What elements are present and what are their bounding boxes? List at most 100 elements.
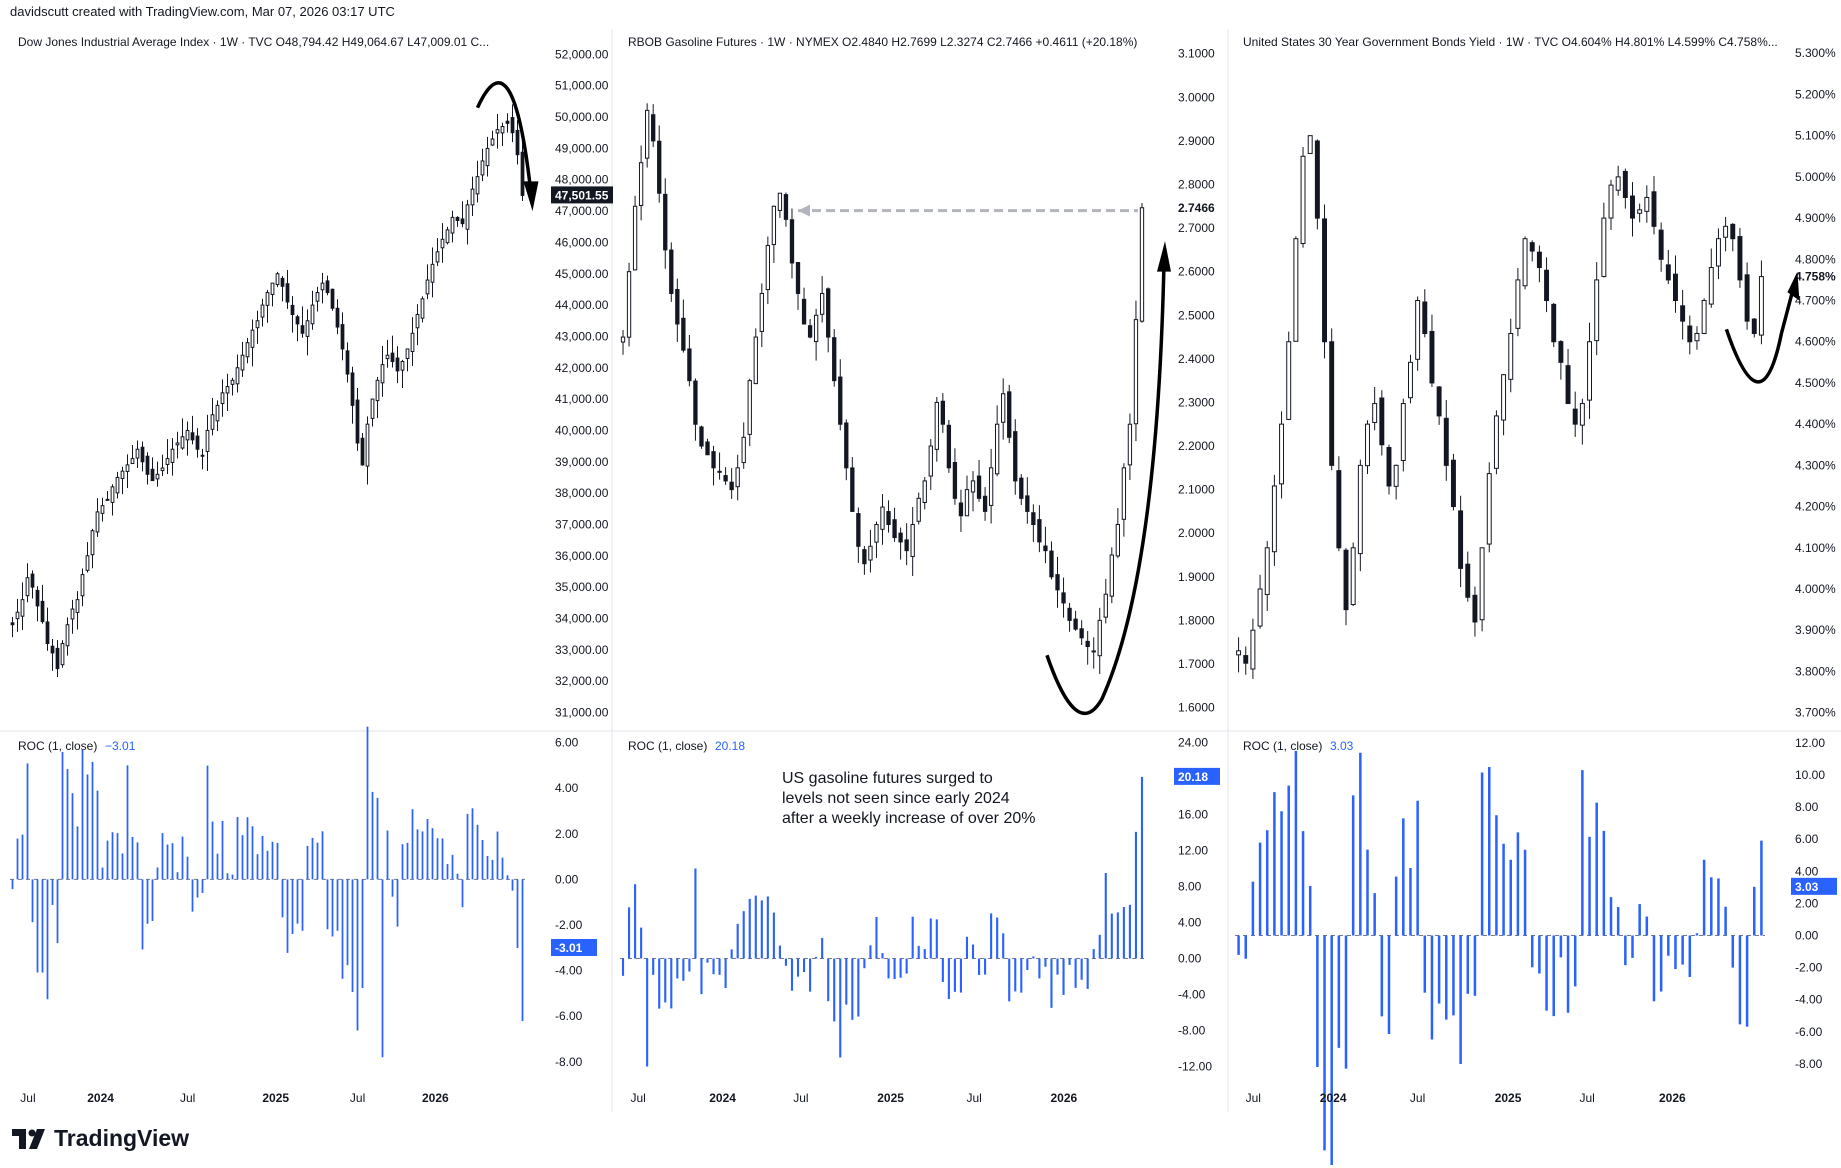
x-tick-label: 2025 (877, 1091, 904, 1105)
candle-body (110, 486, 115, 503)
candle-body (190, 432, 195, 441)
candle-body (892, 519, 897, 539)
candle-body (400, 360, 405, 371)
candle-body (155, 473, 160, 480)
candle-body (880, 506, 885, 530)
y-tick-label: 1.7000 (1178, 657, 1215, 671)
candle-body (415, 313, 420, 329)
candle-body (430, 263, 435, 283)
candle-body (35, 589, 40, 607)
y-tick-label: 4.300% (1795, 458, 1836, 472)
candle-body (1594, 279, 1600, 342)
candle-body (505, 120, 510, 124)
candle-body (1121, 467, 1127, 520)
last-price-label: 4.758% (1795, 270, 1836, 284)
y-tick-label: 32,000.00 (555, 674, 609, 688)
candle-body (1350, 547, 1356, 606)
roc-y-tick-label: -4.00 (555, 964, 583, 978)
y-tick-label: 37,000.00 (555, 517, 609, 531)
y-tick-label: 1.6000 (1178, 701, 1215, 715)
roc-y-tick-label: 6.00 (1795, 832, 1819, 846)
candle-body (747, 380, 752, 435)
candle-body (1243, 655, 1249, 664)
x-tick-label: Jul (180, 1091, 195, 1105)
candle-body (771, 205, 777, 246)
candle-body (1615, 176, 1621, 191)
y-tick-label: 3.0000 (1178, 90, 1215, 104)
candle-body (405, 348, 410, 359)
candle-body (813, 314, 819, 343)
candle-body (220, 392, 225, 405)
last-price-label: 2.7466 (1178, 201, 1215, 215)
candle-body (1264, 547, 1270, 596)
candle-body (922, 480, 927, 504)
candle-body (838, 376, 843, 425)
candle-body (280, 277, 285, 287)
candle-body (723, 475, 728, 482)
candle-body (1400, 403, 1406, 461)
y-tick-label: 44,000.00 (555, 298, 609, 312)
candle-body (1587, 341, 1592, 401)
y-tick-label: 43,000.00 (555, 329, 609, 343)
candle-body (1133, 319, 1139, 425)
candle-body (1658, 229, 1664, 260)
candle-body (1644, 196, 1650, 212)
candle-body (765, 245, 771, 291)
candle-body (850, 467, 855, 512)
candle-body (1730, 223, 1736, 240)
candle-body (300, 325, 305, 334)
candle-body (1037, 519, 1042, 543)
candle-body (669, 249, 674, 294)
candle-body (1357, 464, 1363, 555)
candle-body (1415, 300, 1421, 360)
brand-logo[interactable]: TradingView (12, 1125, 189, 1152)
candle-body (874, 523, 879, 543)
candle-body (819, 292, 825, 315)
candle-body (1443, 417, 1449, 466)
candle-body (1744, 274, 1750, 322)
x-tick-label: Jul (967, 1091, 982, 1105)
y-tick-label: 4.800% (1795, 252, 1836, 266)
candle-body (1673, 273, 1678, 302)
candle-body (425, 279, 430, 295)
panel-right[interactable]: United States 30 Year Government Bonds Y… (1235, 35, 1841, 1166)
candle-body (365, 423, 370, 467)
panel-middle[interactable]: RBOB Gasoline Futures · 1W · NYMEX O2.48… (620, 35, 1224, 1105)
candle-body (1025, 495, 1030, 512)
candle-body (130, 458, 135, 465)
annotation-line: after a weekly increase of over 20% (782, 810, 1035, 827)
x-tick-label: Jul (20, 1091, 35, 1105)
roc-y-tick-label: 10.00 (1795, 768, 1825, 782)
y-tick-label: 2.1000 (1178, 483, 1215, 497)
candle-body (390, 352, 395, 362)
candle-body (510, 117, 515, 134)
candle-body (515, 129, 520, 156)
y-tick-label: 36,000.00 (555, 549, 609, 563)
candle-body (741, 436, 746, 464)
roc-y-tick-label: -6.00 (1795, 1025, 1823, 1039)
y-tick-label: 1.9000 (1178, 570, 1215, 584)
candle-body (60, 643, 65, 666)
candle-body (135, 448, 140, 459)
y-tick-label: 52,000.00 (555, 47, 609, 61)
x-tick-label: Jul (350, 1091, 365, 1105)
candle-body (90, 530, 95, 556)
candle-body (1067, 607, 1072, 621)
candle-body (350, 372, 355, 406)
y-tick-label: 4.200% (1795, 500, 1836, 514)
candle-body (450, 216, 455, 234)
candle-body (30, 573, 35, 588)
panel-left[interactable]: Dow Jones Industrial Average Index · 1W … (10, 35, 613, 1105)
candle-body (435, 251, 440, 263)
roc-title: ROC (1, close) (1243, 739, 1322, 753)
candle-body (705, 441, 710, 456)
roc-y-tick-label: -4.00 (1178, 988, 1206, 1002)
candle-body (844, 422, 849, 469)
candle-body (520, 151, 525, 196)
roc-y-tick-label: 4.00 (1795, 864, 1819, 878)
candle-body (862, 549, 867, 565)
candle-body (265, 292, 270, 306)
candle-body (753, 336, 758, 385)
candle-body (657, 140, 662, 194)
